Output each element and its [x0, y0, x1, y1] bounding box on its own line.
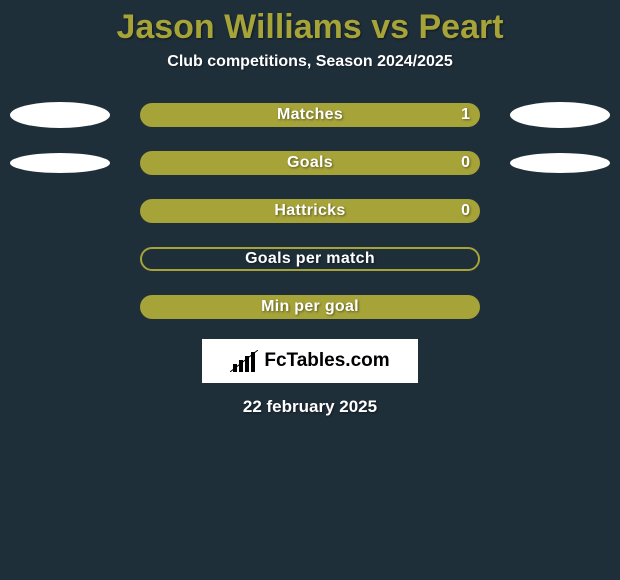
stat-value: 0: [461, 154, 470, 172]
stat-row: Goals 0: [0, 151, 620, 175]
page-subtitle: Club competitions, Season 2024/2025: [0, 53, 620, 71]
bar-chart-icon: [230, 350, 258, 372]
player-right-ellipse: [510, 153, 610, 173]
date-text: 22 february 2025: [0, 397, 620, 417]
comparison-infographic: Jason Williams vs Peart Club competition…: [0, 0, 620, 580]
page-title: Jason Williams vs Peart: [0, 0, 620, 47]
stat-label: Matches: [277, 106, 343, 124]
stat-bar: Hattricks 0: [140, 199, 480, 223]
stat-label: Goals per match: [245, 250, 375, 268]
stat-value: 0: [461, 202, 470, 220]
player-left-ellipse: [10, 102, 110, 128]
player-right-ellipse: [510, 102, 610, 128]
stat-row: Hattricks 0: [0, 199, 620, 223]
stat-label: Goals: [287, 154, 333, 172]
stat-row: Matches 1: [0, 103, 620, 127]
stat-bar: Goals per match: [140, 247, 480, 271]
player-left-ellipse: [10, 153, 110, 173]
stat-bar: Goals 0: [140, 151, 480, 175]
stat-bar: Matches 1: [140, 103, 480, 127]
logo-box: FcTables.com: [202, 339, 418, 383]
stat-bar: Min per goal: [140, 295, 480, 319]
stat-label: Min per goal: [261, 298, 359, 316]
stat-value: 1: [461, 106, 470, 124]
stat-row: Goals per match: [0, 247, 620, 271]
stat-label: Hattricks: [274, 202, 345, 220]
stat-rows: Matches 1 Goals 0 Hattricks 0 Goals per match M…: [0, 103, 620, 319]
logo-text: FcTables.com: [264, 350, 389, 372]
stat-row: Min per goal: [0, 295, 620, 319]
